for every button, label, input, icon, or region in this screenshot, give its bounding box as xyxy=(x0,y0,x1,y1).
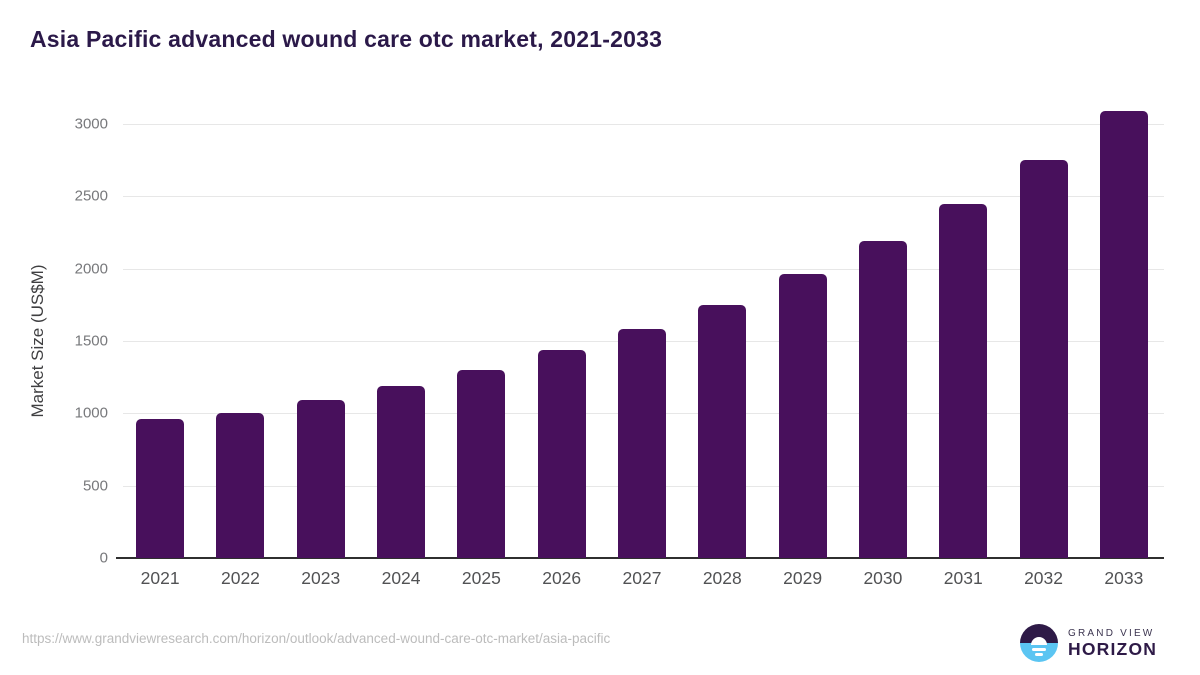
x-tick-label: 2026 xyxy=(542,568,582,588)
x-tick-label: 2030 xyxy=(863,568,903,588)
x-axis-line xyxy=(116,557,1164,559)
sunrise-horizon-icon xyxy=(1020,624,1058,662)
x-tick-label: 2032 xyxy=(1024,568,1063,588)
source-url: https://www.grandviewresearch.com/horizo… xyxy=(22,631,611,646)
y-tick-label: 1000 xyxy=(74,404,108,422)
bar-2032 xyxy=(1019,160,1068,558)
gridline xyxy=(123,196,1164,198)
x-tick-label: 2033 xyxy=(1104,568,1144,588)
x-tick-label: 2027 xyxy=(622,568,662,588)
logo-brand-name: GRAND VIEW xyxy=(1068,628,1155,639)
bar-2026 xyxy=(537,349,586,558)
x-tick-label: 2021 xyxy=(140,568,180,588)
sun-icon xyxy=(1031,637,1047,645)
bar-2023 xyxy=(296,400,345,558)
y-tick-label: 500 xyxy=(82,477,108,495)
y-tick-label: 0 xyxy=(99,549,108,567)
bar-2027 xyxy=(618,329,666,558)
bar-2024 xyxy=(377,385,426,558)
logo-product-name: HORIZON xyxy=(1068,639,1158,659)
bar-2025 xyxy=(457,369,506,558)
bar-2029 xyxy=(778,274,827,558)
gridline xyxy=(123,124,1164,125)
x-tick-label: 2023 xyxy=(301,568,341,588)
y-tick-label: 2500 xyxy=(74,187,108,205)
y-tick-label: 1500 xyxy=(74,332,108,350)
x-tick-label: 2029 xyxy=(783,568,823,588)
grand-view-horizon-logo: GRAND VIEW HORIZON xyxy=(1020,622,1180,664)
bar-2028 xyxy=(698,304,747,558)
bar-2021 xyxy=(136,419,185,558)
reflection-line-icon xyxy=(1035,653,1043,656)
x-tick-label: 2031 xyxy=(943,568,983,588)
x-tick-label: 2028 xyxy=(702,568,742,588)
y-tick-label: 3000 xyxy=(74,115,108,133)
chart-title: Asia Pacific advanced wound care otc mar… xyxy=(30,26,663,52)
y-tick-label: 2000 xyxy=(74,260,108,278)
bar-2031 xyxy=(939,203,988,558)
bar-2022 xyxy=(216,413,265,558)
reflection-line-icon xyxy=(1032,648,1046,651)
x-tick-label: 2025 xyxy=(461,568,501,588)
x-tick-label: 2022 xyxy=(220,568,260,588)
x-tick-label: 2024 xyxy=(381,568,421,588)
gridline xyxy=(123,268,1164,270)
bar-2030 xyxy=(858,241,907,558)
bar-2033 xyxy=(1099,110,1148,558)
